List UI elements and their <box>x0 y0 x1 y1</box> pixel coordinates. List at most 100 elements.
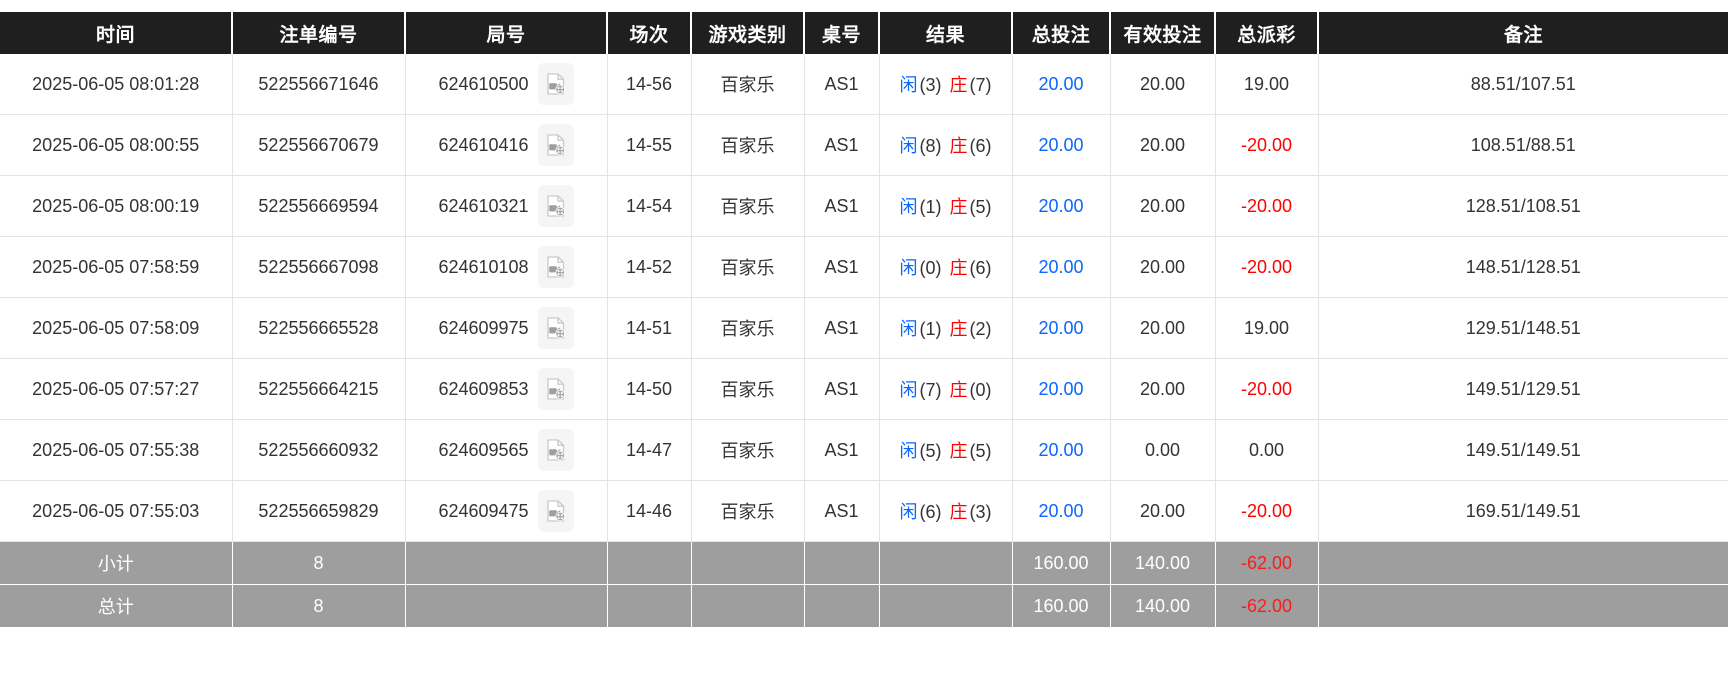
total-bet-amount[interactable]: 20.00 <box>1038 134 1084 155</box>
result-banker-label: 庄 <box>949 502 968 522</box>
column-header-orderno[interactable]: 注单编号 <box>232 12 406 54</box>
cell-payout: -20.00 <box>1215 236 1319 298</box>
column-header-remark[interactable]: 备注 <box>1318 12 1728 54</box>
total-bet-amount[interactable]: 20.00 <box>1038 317 1084 338</box>
balance-remark: 169.51/149.51 <box>1465 500 1581 521</box>
video-replay-icon[interactable] <box>537 490 574 532</box>
cell-payout: 0.00 <box>1215 419 1319 481</box>
summary-valid-bet: 140.00 <box>1134 552 1191 573</box>
total-bet-amount[interactable]: 20.00 <box>1038 195 1084 216</box>
total-bet-amount[interactable]: 20.00 <box>1038 256 1084 277</box>
column-header-roundno[interactable]: 局号 <box>405 12 608 54</box>
cell-validbet: 20.00 <box>1110 480 1216 542</box>
cell-totalbet: 20.00 <box>1012 175 1111 237</box>
cell-validbet: 20.00 <box>1110 54 1216 115</box>
cell-validbet: 20.00 <box>1110 175 1216 237</box>
session-number: 14-56 <box>625 73 673 94</box>
table-body: 2025-06-05 08:01:28 522556671646 624610500… <box>0 54 1728 627</box>
bet-time: 2025-06-05 08:01:28 <box>32 73 200 94</box>
table-row[interactable]: 2025-06-05 08:00:19 522556669594 624610321… <box>0 175 1728 237</box>
total-bet-amount[interactable]: 20.00 <box>1038 73 1084 94</box>
video-replay-icon[interactable] <box>537 246 574 288</box>
cell-totalbet: 20.00 <box>1012 297 1111 359</box>
video-replay-icon[interactable] <box>537 185 574 227</box>
result-banker-value: (5) <box>969 197 992 217</box>
video-replay-icon[interactable] <box>537 63 574 105</box>
game-type: 百家乐 <box>720 258 775 278</box>
round-number: 624610416 <box>438 134 529 155</box>
summary-gametype <box>691 541 805 585</box>
roundno-wrapper: 624609975 <box>409 307 604 349</box>
cell-gametype: 百家乐 <box>691 175 805 237</box>
cell-time: 2025-06-05 08:00:19 <box>0 175 233 237</box>
table-row[interactable]: 2025-06-05 07:55:38 522556660932 624609565… <box>0 419 1728 481</box>
summary-payout: -62.00 <box>1215 541 1319 585</box>
order-number: 522556667098 <box>258 256 379 277</box>
payout-amount: 0.00 <box>1248 439 1285 460</box>
session-number: 14-55 <box>625 134 673 155</box>
table-row[interactable]: 2025-06-05 08:00:55 522556670679 624610416… <box>0 114 1728 176</box>
cell-payout: -20.00 <box>1215 358 1319 420</box>
total-bet-amount[interactable]: 20.00 <box>1038 500 1084 521</box>
video-replay-icon[interactable] <box>537 368 574 410</box>
cell-result: 闲 (3) 庄 (7) <box>879 54 1013 115</box>
session-number: 14-50 <box>625 378 673 399</box>
bet-time: 2025-06-05 07:58:09 <box>32 317 200 338</box>
result-banker-value: (3) <box>969 502 992 522</box>
cell-session: 14-52 <box>607 236 692 298</box>
result-banker-label: 庄 <box>949 380 968 400</box>
total-bet-amount[interactable]: 20.00 <box>1038 439 1084 460</box>
cell-remark: 88.51/107.51 <box>1318 54 1728 115</box>
result-player-value: (8) <box>919 136 942 156</box>
column-header-totalbet[interactable]: 总投注 <box>1012 12 1111 54</box>
valid-bet-amount: 20.00 <box>1139 134 1186 155</box>
cell-validbet: 20.00 <box>1110 358 1216 420</box>
cell-roundno: 624609565 <box>405 419 608 481</box>
cell-session: 14-54 <box>607 175 692 237</box>
total-bet-amount[interactable]: 20.00 <box>1038 378 1084 399</box>
video-replay-icon[interactable] <box>537 307 574 349</box>
column-header-payout[interactable]: 总派彩 <box>1215 12 1319 54</box>
cell-validbet: 0.00 <box>1110 419 1216 481</box>
bet-time: 2025-06-05 07:55:03 <box>32 500 200 521</box>
column-header-session[interactable]: 场次 <box>607 12 692 54</box>
result-player-value: (7) <box>919 380 942 400</box>
payout-amount: -20.00 <box>1240 256 1293 277</box>
bet-records-table: 时间 注单编号 局号 场次 游戏类别 桌号 结果 总投注 有效投注 总派彩 备注… <box>0 12 1728 627</box>
table-row[interactable]: 2025-06-05 07:55:03 522556659829 624609475… <box>0 480 1728 542</box>
video-replay-icon[interactable] <box>537 124 574 166</box>
subtotal-row: 小计 8 160.00 140.00 -62.00 <box>0 541 1728 585</box>
summary-valid-bet: 140.00 <box>1134 595 1191 616</box>
column-header-result[interactable]: 结果 <box>879 12 1013 54</box>
cell-gametype: 百家乐 <box>691 114 805 176</box>
cell-time: 2025-06-05 08:01:28 <box>0 54 233 115</box>
result-player-value: (1) <box>919 197 942 217</box>
result-player-label: 闲 <box>899 75 918 95</box>
table-row[interactable]: 2025-06-05 07:58:09 522556665528 624609975… <box>0 297 1728 359</box>
cell-remark: 129.51/148.51 <box>1318 297 1728 359</box>
column-header-gametype[interactable]: 游戏类别 <box>691 12 805 54</box>
payout-amount: -20.00 <box>1240 378 1293 399</box>
table-row[interactable]: 2025-06-05 07:57:27 522556664215 624609853… <box>0 358 1728 420</box>
valid-bet-amount: 0.00 <box>1144 439 1181 460</box>
game-type: 百家乐 <box>720 197 775 217</box>
summary-total-bet: 160.00 <box>1033 595 1089 616</box>
game-type: 百家乐 <box>720 441 775 461</box>
cell-roundno: 624610108 <box>405 236 608 298</box>
cell-table: AS1 <box>804 358 880 420</box>
cell-result: 闲 (5) 庄 (5) <box>879 419 1013 481</box>
column-header-table[interactable]: 桌号 <box>804 12 880 54</box>
cell-time: 2025-06-05 07:58:09 <box>0 297 233 359</box>
summary-label: 小计 <box>0 541 233 585</box>
roundno-wrapper: 624609565 <box>409 429 604 471</box>
round-number: 624610108 <box>438 256 529 277</box>
table-id: AS1 <box>824 134 859 155</box>
table-row[interactable]: 2025-06-05 08:01:28 522556671646 624610500… <box>0 54 1728 115</box>
video-replay-icon[interactable] <box>537 429 574 471</box>
table-row[interactable]: 2025-06-05 07:58:59 522556667098 624610108… <box>0 236 1728 298</box>
column-header-time[interactable]: 时间 <box>0 12 233 54</box>
column-header-validbet[interactable]: 有效投注 <box>1110 12 1216 54</box>
cell-totalbet: 20.00 <box>1012 114 1111 176</box>
summary-roundno <box>405 541 608 585</box>
